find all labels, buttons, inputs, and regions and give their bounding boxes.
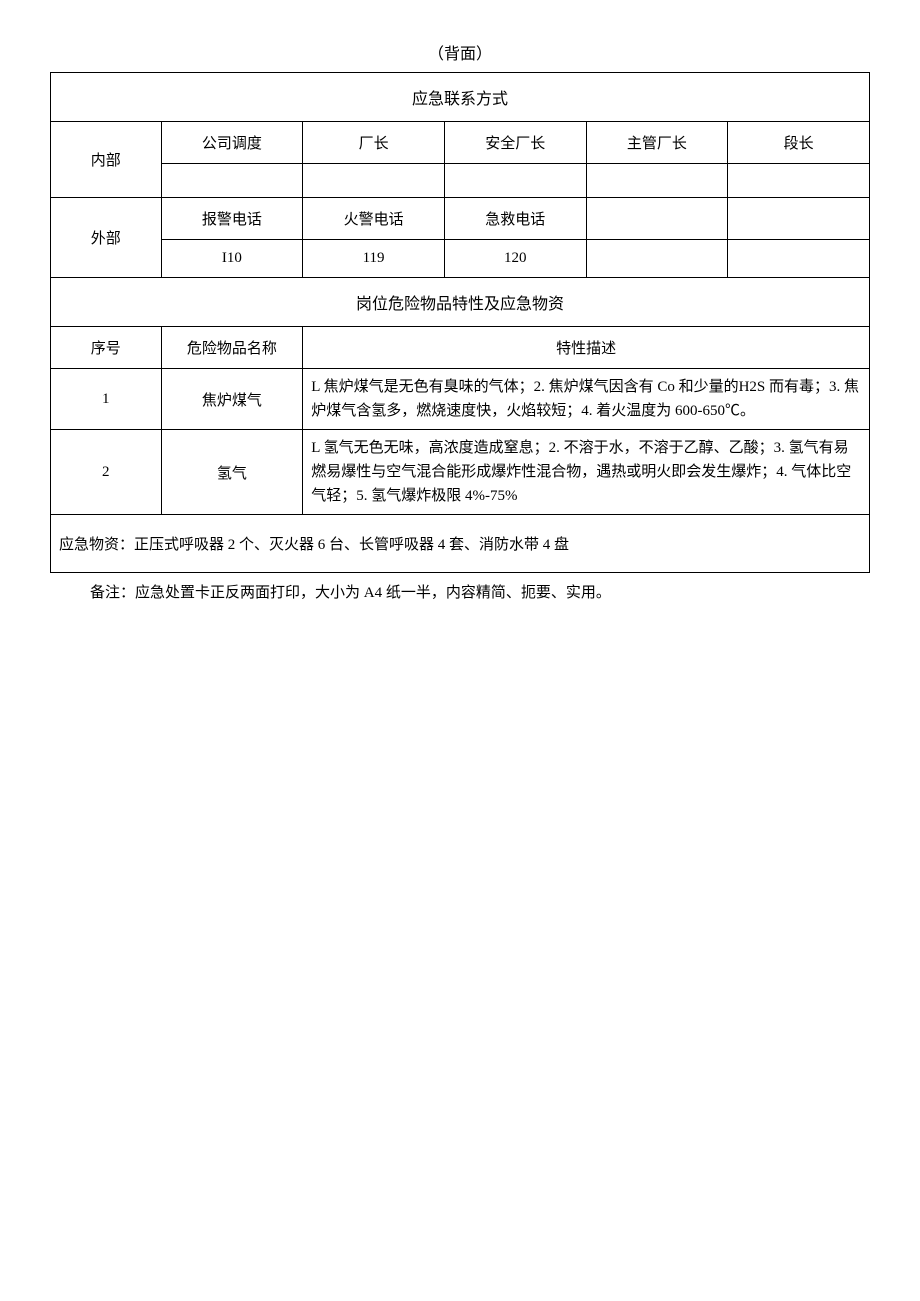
hazmat-name: 焦炉煤气 [161, 369, 303, 430]
section-hazmat-title: 岗位危险物品特性及应急物资 [51, 278, 870, 327]
hazmat-desc: L 焦炉煤气是无色有臭味的气体；2. 焦炉煤气因含有 Co 和少量的H2S 而有… [303, 369, 870, 430]
external-value [728, 240, 870, 278]
hazmat-desc: L 氢气无色无味，高浓度造成窒息；2. 不溶于水，不溶于乙醇、乙酸；3. 氢气有… [303, 430, 870, 515]
hazmat-num: 1 [51, 369, 162, 430]
hazmat-row: 2 氢气 L 氢气无色无味，高浓度造成窒息；2. 不溶于水，不溶于乙醇、乙酸；3… [51, 430, 870, 515]
footer-note: 备注：应急处置卡正反两面打印，大小为 A4 纸一半，内容精简、扼要、实用。 [50, 581, 870, 602]
external-header: 急救电话 [444, 198, 586, 240]
external-label: 外部 [51, 198, 162, 278]
external-value: I10 [161, 240, 303, 278]
hazmat-name: 氢气 [161, 430, 303, 515]
internal-header: 厂长 [303, 122, 445, 164]
external-header [728, 198, 870, 240]
internal-header: 段长 [728, 122, 870, 164]
external-value: 119 [303, 240, 445, 278]
section-contact-title: 应急联系方式 [51, 73, 870, 122]
internal-value [161, 164, 303, 198]
emergency-card-table: 应急联系方式 内部 公司调度 厂长 安全厂长 主管厂长 段长 外部 报警电话 火… [50, 72, 870, 573]
hazmat-col-num: 序号 [51, 327, 162, 369]
internal-value [586, 164, 728, 198]
internal-header: 公司调度 [161, 122, 303, 164]
hazmat-row: 1 焦炉煤气 L 焦炉煤气是无色有臭味的气体；2. 焦炉煤气因含有 Co 和少量… [51, 369, 870, 430]
internal-header: 安全厂长 [444, 122, 586, 164]
external-header: 火警电话 [303, 198, 445, 240]
hazmat-col-desc: 特性描述 [303, 327, 870, 369]
emergency-supplies: 应急物资：正压式呼吸器 2 个、灭火器 6 台、长管呼吸器 4 套、消防水带 4… [51, 515, 870, 573]
page-side-label: （背面） [50, 40, 870, 64]
internal-value [444, 164, 586, 198]
external-value [586, 240, 728, 278]
internal-value [728, 164, 870, 198]
internal-header: 主管厂长 [586, 122, 728, 164]
hazmat-num: 2 [51, 430, 162, 515]
external-header [586, 198, 728, 240]
external-header: 报警电话 [161, 198, 303, 240]
internal-value [303, 164, 445, 198]
internal-label: 内部 [51, 122, 162, 198]
hazmat-col-name: 危险物品名称 [161, 327, 303, 369]
external-value: 120 [444, 240, 586, 278]
